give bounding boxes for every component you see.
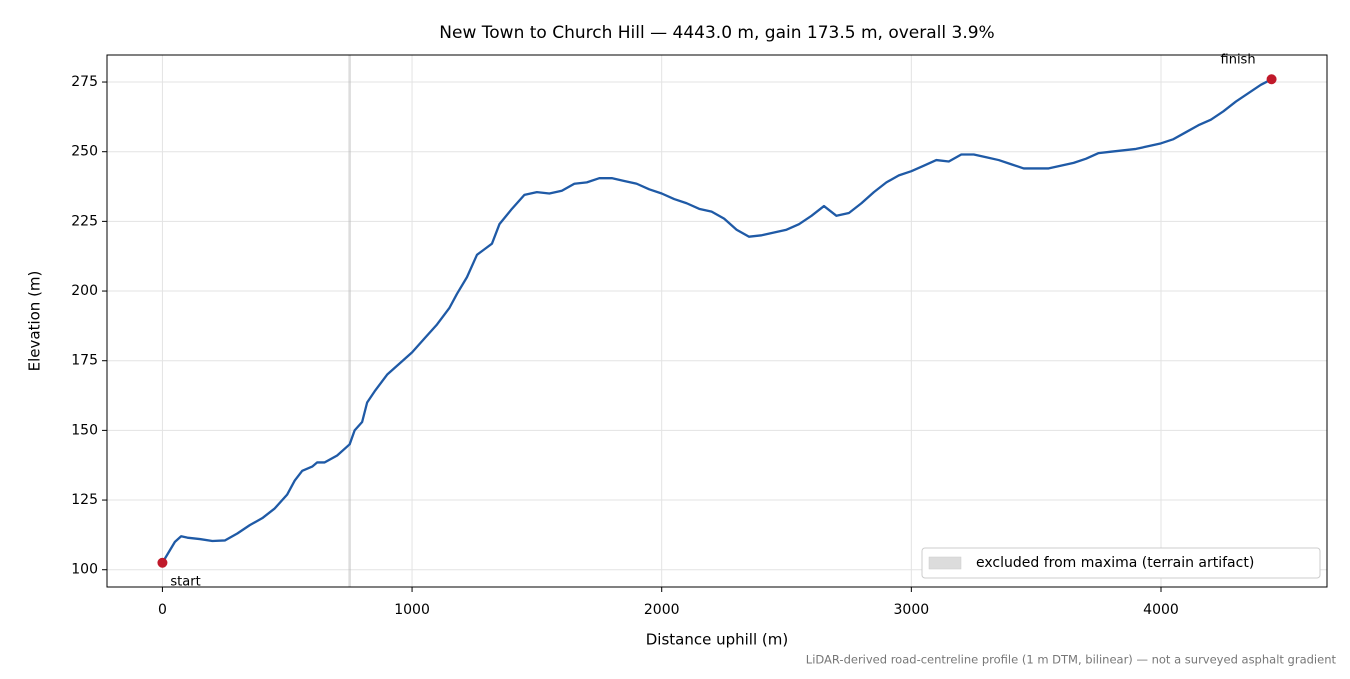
excluded-band bbox=[348, 55, 351, 587]
y-tick-label: 275 bbox=[71, 74, 98, 90]
y-tick-label: 100 bbox=[71, 562, 98, 578]
plot-frame bbox=[106, 54, 1328, 588]
endpoint-marker bbox=[157, 557, 168, 568]
y-tick-label: 150 bbox=[71, 422, 98, 438]
y-tick-label: 250 bbox=[71, 144, 98, 160]
chart-title: New Town to Church Hill — 4443.0 m, gain… bbox=[439, 23, 994, 43]
y-tick-label: 175 bbox=[71, 353, 98, 369]
endpoint-label: finish bbox=[1221, 53, 1256, 68]
x-axis-label: Distance uphill (m) bbox=[646, 631, 788, 649]
endpoint-label: start bbox=[170, 574, 200, 589]
endpoint-marker bbox=[1266, 74, 1277, 85]
legend-label: excluded from maxima (terrain artifact) bbox=[976, 555, 1254, 571]
y-axis-label: Elevation (m) bbox=[26, 271, 44, 372]
y-tick-label: 200 bbox=[71, 283, 98, 299]
x-tick-label: 3000 bbox=[894, 602, 930, 618]
elevation-line bbox=[161, 78, 1273, 564]
x-tick-label: 4000 bbox=[1143, 602, 1179, 618]
x-tick-label: 1000 bbox=[394, 602, 430, 618]
legend-box bbox=[921, 547, 1321, 579]
y-tick-label: 225 bbox=[71, 213, 98, 229]
y-tick-label: 125 bbox=[71, 492, 98, 508]
footnote: LiDAR-derived road-centreline profile (1… bbox=[806, 653, 1337, 667]
x-tick-label: 2000 bbox=[644, 602, 680, 618]
x-tick-label: 0 bbox=[158, 602, 167, 618]
legend-swatch bbox=[928, 556, 962, 570]
